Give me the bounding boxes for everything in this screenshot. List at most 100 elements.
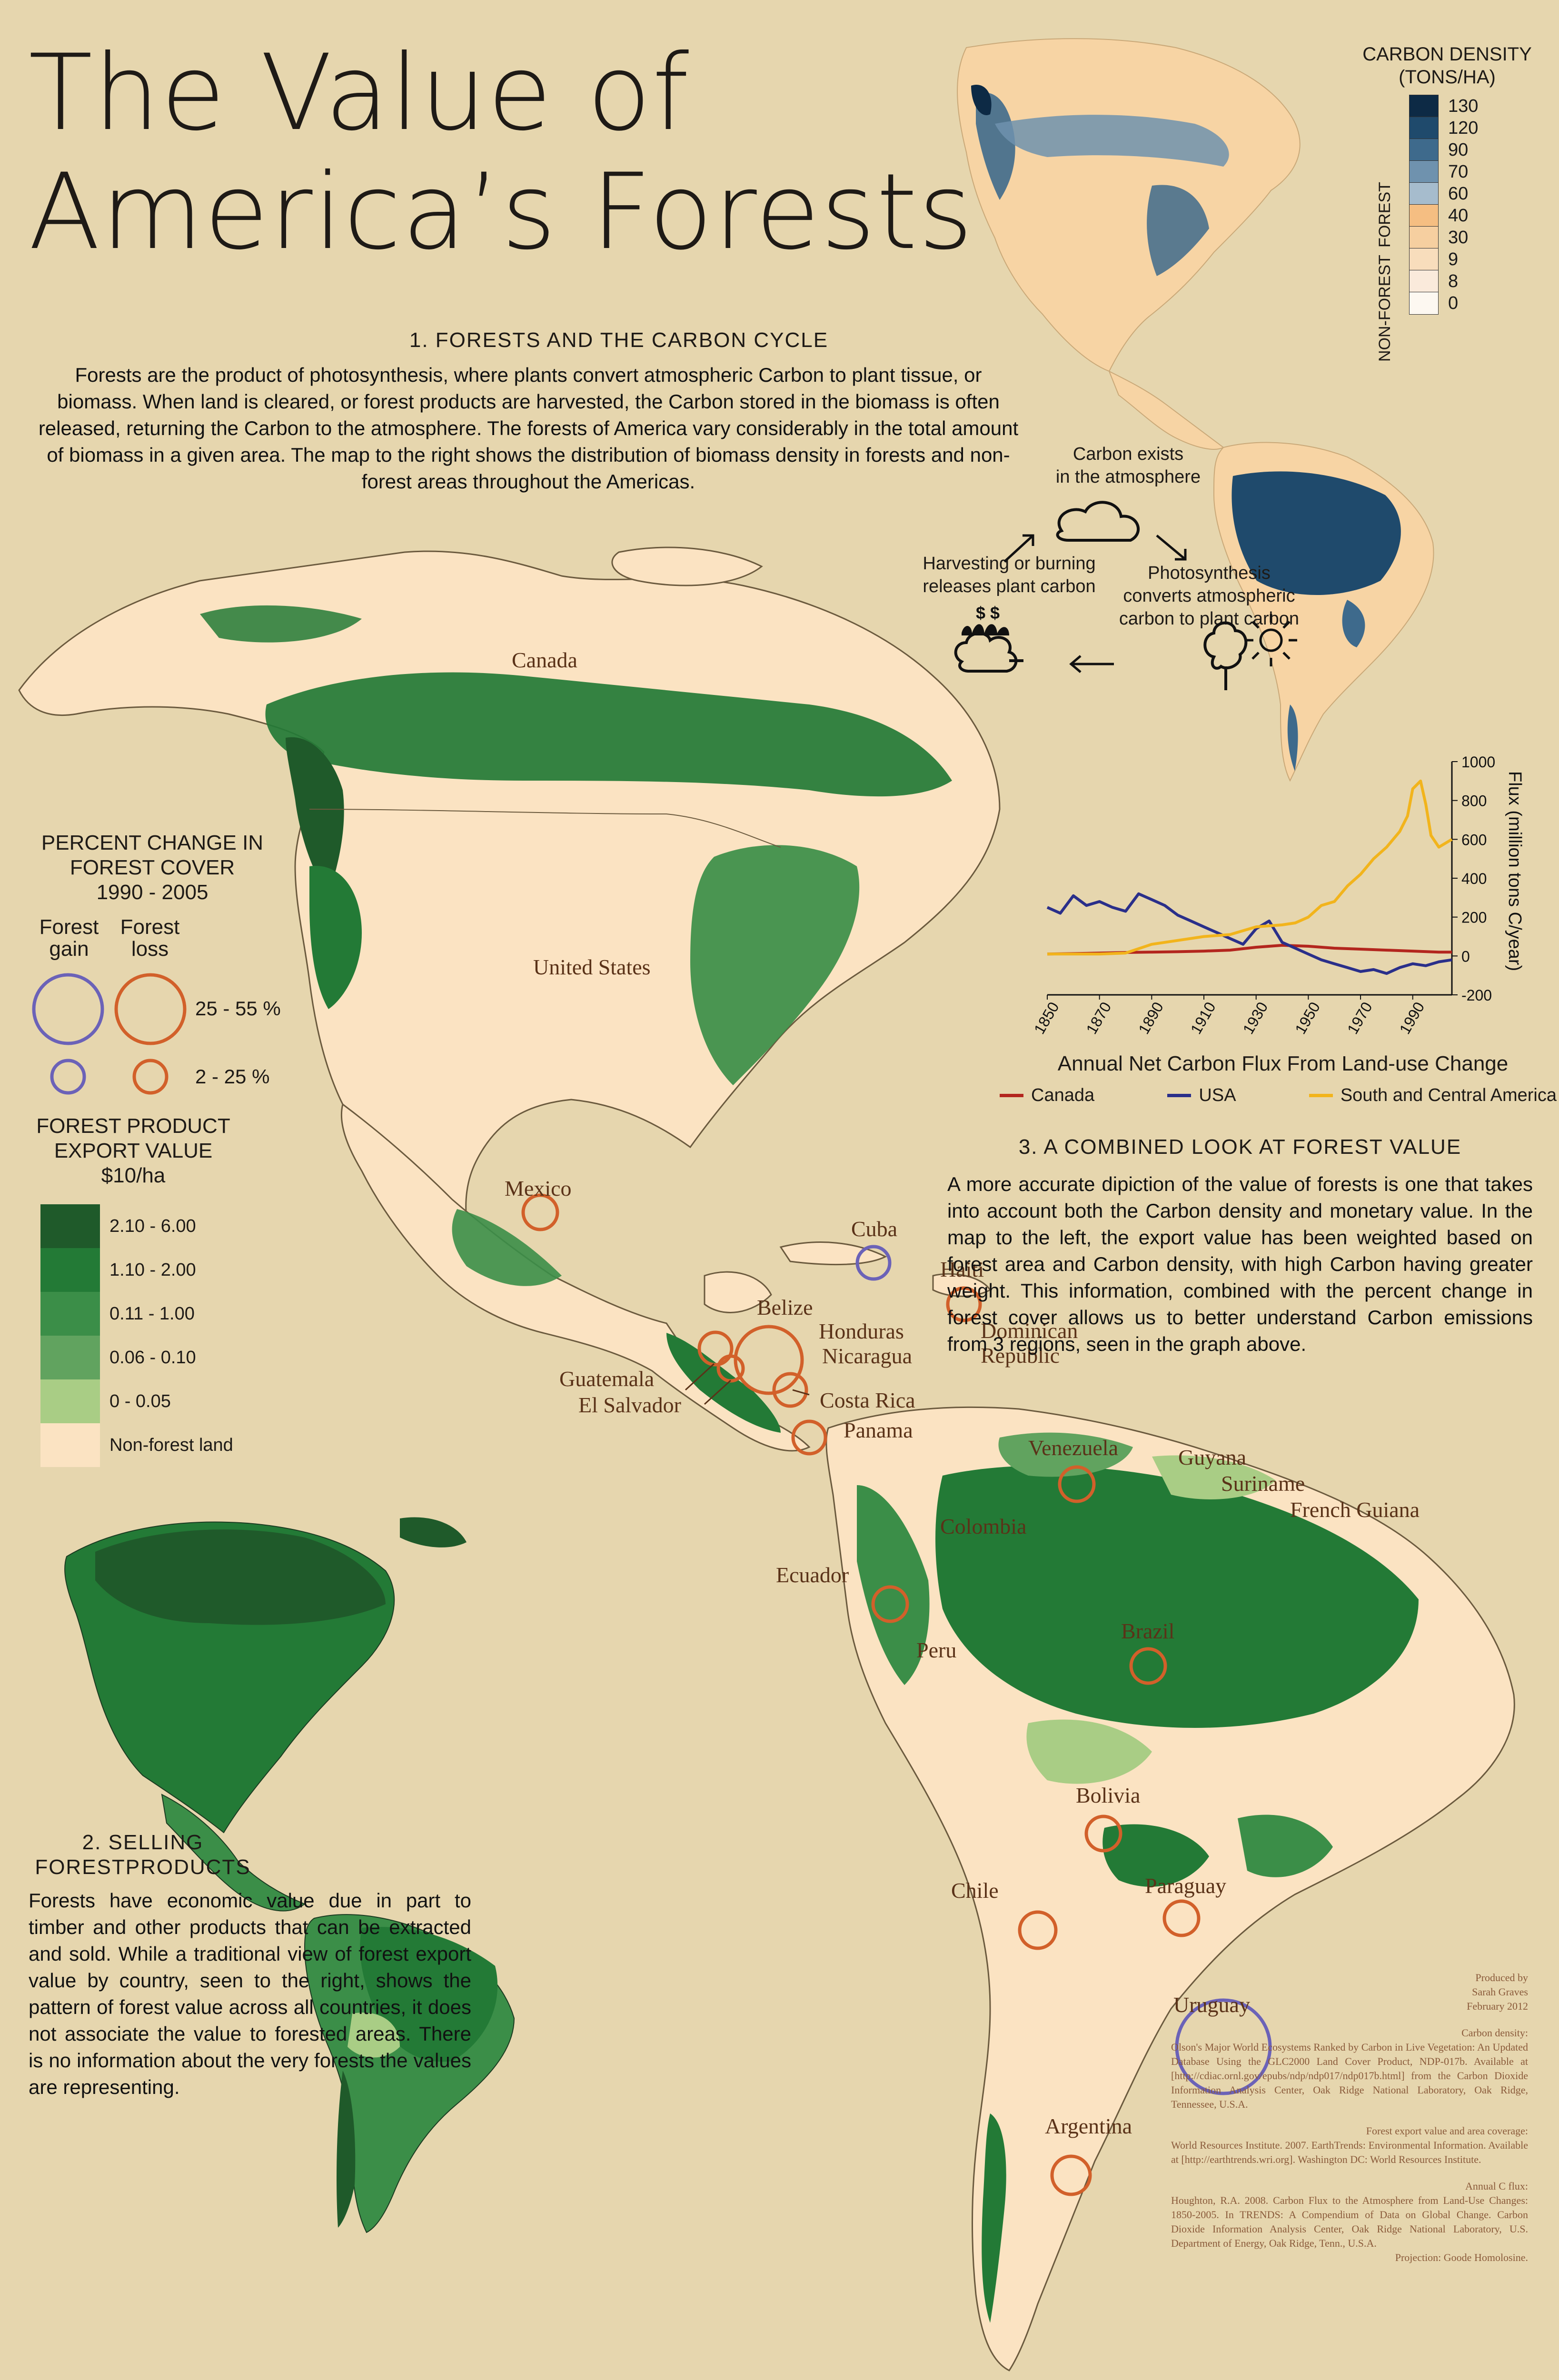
carbon-density-swatch-label: 120 (1448, 118, 1479, 138)
carbon-density-legend-row: 60 (1409, 182, 1478, 205)
carbon-density-legend: 130 120 90 70 60 40 30 9 8 0 (1409, 95, 1479, 315)
yucatan (704, 1271, 772, 1313)
label-united-states: United States (533, 955, 651, 979)
forest-value-map (18, 546, 1515, 2371)
cycle-photo-line-2: converts atmospheric (1123, 586, 1295, 606)
forest-change-circles (521, 1193, 1272, 2196)
label-guatemala: Guatemala (559, 1367, 655, 1391)
canada-west-coast-forest (286, 737, 344, 895)
flux-series-line (1046, 892, 1452, 975)
export-map-canada (95, 1529, 386, 1625)
carbon-map-amazon (1231, 471, 1401, 595)
carbon-density-legend-row: 130 (1409, 95, 1479, 118)
label-chile: Chile (951, 1878, 999, 1903)
canada-boreal-forest (265, 672, 952, 797)
usa-northwest-forest (309, 866, 362, 1009)
label-paraguay: Paraguay (1145, 1874, 1227, 1898)
flux-legend-label: Canada (1031, 1085, 1095, 1105)
label-haiti: Haiti (940, 1257, 984, 1281)
amazon-forest (935, 1466, 1419, 1728)
label-venezuela: Venezuela (1028, 1436, 1118, 1460)
bolivia-loss-circle (1084, 1815, 1122, 1853)
label-suriname: Suriname (1221, 1471, 1305, 1496)
loss-large-circle (114, 973, 187, 1045)
export-legend-title-3: $10/ha (101, 1164, 166, 1187)
label-cuba: Cuba (851, 1217, 898, 1241)
cuba-gain-circle (855, 1245, 892, 1281)
export-legend-row: 0 - 0.05 (40, 1379, 233, 1423)
flux-legend-item: South and Central America (1309, 1085, 1557, 1106)
label-mexico: Mexico (505, 1176, 572, 1200)
label-uruguay: Uruguay (1173, 1993, 1250, 2017)
label-ecuador: Ecuador (776, 1563, 849, 1587)
flux-x-tick-label: 1990 (1396, 999, 1428, 1037)
export-legend-label: 2.10 - 6.00 (109, 1216, 196, 1236)
section1-text: Forests are the product of photosynthesi… (38, 364, 1019, 493)
brazil-loss-circle (1129, 1647, 1167, 1685)
us-canada-border (309, 809, 781, 848)
flux-chart-legend-items: Canada USA South and Central America (1000, 1085, 1557, 1106)
label-costa-rica: Costa Rica (820, 1388, 915, 1412)
export-map-greenland-bits (400, 1517, 467, 1547)
carbon-density-swatch (1409, 248, 1439, 271)
label-canada: Canada (512, 648, 577, 672)
label-nicaragua: Nicaragua (822, 1344, 912, 1368)
percent-change-title-1: PERCENT CHANGE IN (41, 831, 264, 854)
carbon-density-swatch-label: 9 (1448, 249, 1459, 269)
carbon-map-atlantic-forest (1342, 600, 1365, 647)
flux-y-tick-label: 0 (1461, 948, 1470, 965)
carbon-density-swatch (1409, 226, 1439, 249)
forest-axis-label: FOREST (1376, 182, 1394, 248)
label-dominican-2: Republic (981, 1343, 1060, 1368)
carbon-density-swatches: 130 120 90 70 60 40 30 9 8 0 (1409, 95, 1479, 315)
forest-loss-line-2: loss (131, 937, 169, 961)
export-legend-title-2: EXPORT VALUE (54, 1139, 213, 1162)
carbon-density-title-1: CARBON DENSITY (1362, 44, 1532, 65)
carbon-density-legend-title: CARBON DENSITY (TONS/HA) (1347, 43, 1547, 89)
forest-loss-line-1: Forest (120, 915, 180, 939)
export-legend-label: 1.10 - 2.00 (109, 1259, 196, 1280)
flux-series-line (1047, 779, 1453, 956)
flux-legend-item: Canada (1000, 1085, 1094, 1106)
credit-carbon-title: Carbon density: (1461, 2027, 1528, 2039)
carbon-map-north-america (957, 38, 1301, 372)
export-legend-label: 0.11 - 1.00 (109, 1303, 195, 1324)
mexico-loss-circle (521, 1193, 559, 1231)
gain-large-circle (32, 973, 104, 1045)
credit-export-text: World Resources Institute. 2007. EarthTr… (1171, 2139, 1528, 2165)
carbon-map-na-forest-boreal (995, 115, 1229, 167)
carbon-density-legend-row: 9 (1409, 248, 1478, 271)
dollar-signs: $ $ (976, 603, 1000, 623)
label-french-guiana: French Guiana (1290, 1497, 1420, 1522)
label-argentina: Argentina (1045, 2114, 1132, 2138)
flux-legend-swatch (1167, 1094, 1192, 1097)
guianas-light (1152, 1455, 1276, 1499)
export-legend-row: Non-forest land (40, 1423, 233, 1467)
export-legend-swatch (40, 1423, 100, 1467)
flux-x-tick-label: 1970 (1344, 999, 1376, 1037)
section2-text: Forests have economic value due in part … (29, 1889, 471, 2098)
forest-gain-line-1: Forest (39, 915, 99, 939)
forest-gain-line-2: gain (49, 937, 89, 961)
credit-projection: Projection: Goode Homolosine. (1395, 2251, 1528, 2263)
paraguay-forest (1102, 1824, 1209, 1887)
flux-y-tick-label: 1000 (1461, 754, 1495, 771)
cycle-atmosphere-line-1: Carbon exists (1072, 444, 1184, 464)
venezuela-loss-circle (1058, 1465, 1096, 1503)
carbon-density-swatch-label: 90 (1448, 139, 1469, 160)
export-legend-label: 0.06 - 0.10 (109, 1347, 196, 1368)
export-legend-swatch (40, 1204, 100, 1248)
section2-heading: 2. SELLING FORESTPRODUCTS (19, 1830, 267, 1880)
carbon-density-title-2: (TONS/HA) (1399, 67, 1496, 88)
carbon-density-swatch (1409, 95, 1439, 118)
export-legend-swatch (40, 1292, 100, 1336)
carbon-density-map (957, 38, 1434, 782)
flux-legend-item: USA (1167, 1085, 1236, 1106)
carbon-density-swatch-label: 130 (1448, 96, 1479, 116)
export-legend-swatch (40, 1336, 100, 1379)
carbon-density-legend-row: 90 (1409, 139, 1478, 161)
export-legend-swatch (40, 1248, 100, 1292)
flux-legend-swatch (1000, 1094, 1023, 1097)
label-leader-lines (685, 1363, 810, 1405)
credit-produced-1: Produced by (1475, 1972, 1528, 1983)
